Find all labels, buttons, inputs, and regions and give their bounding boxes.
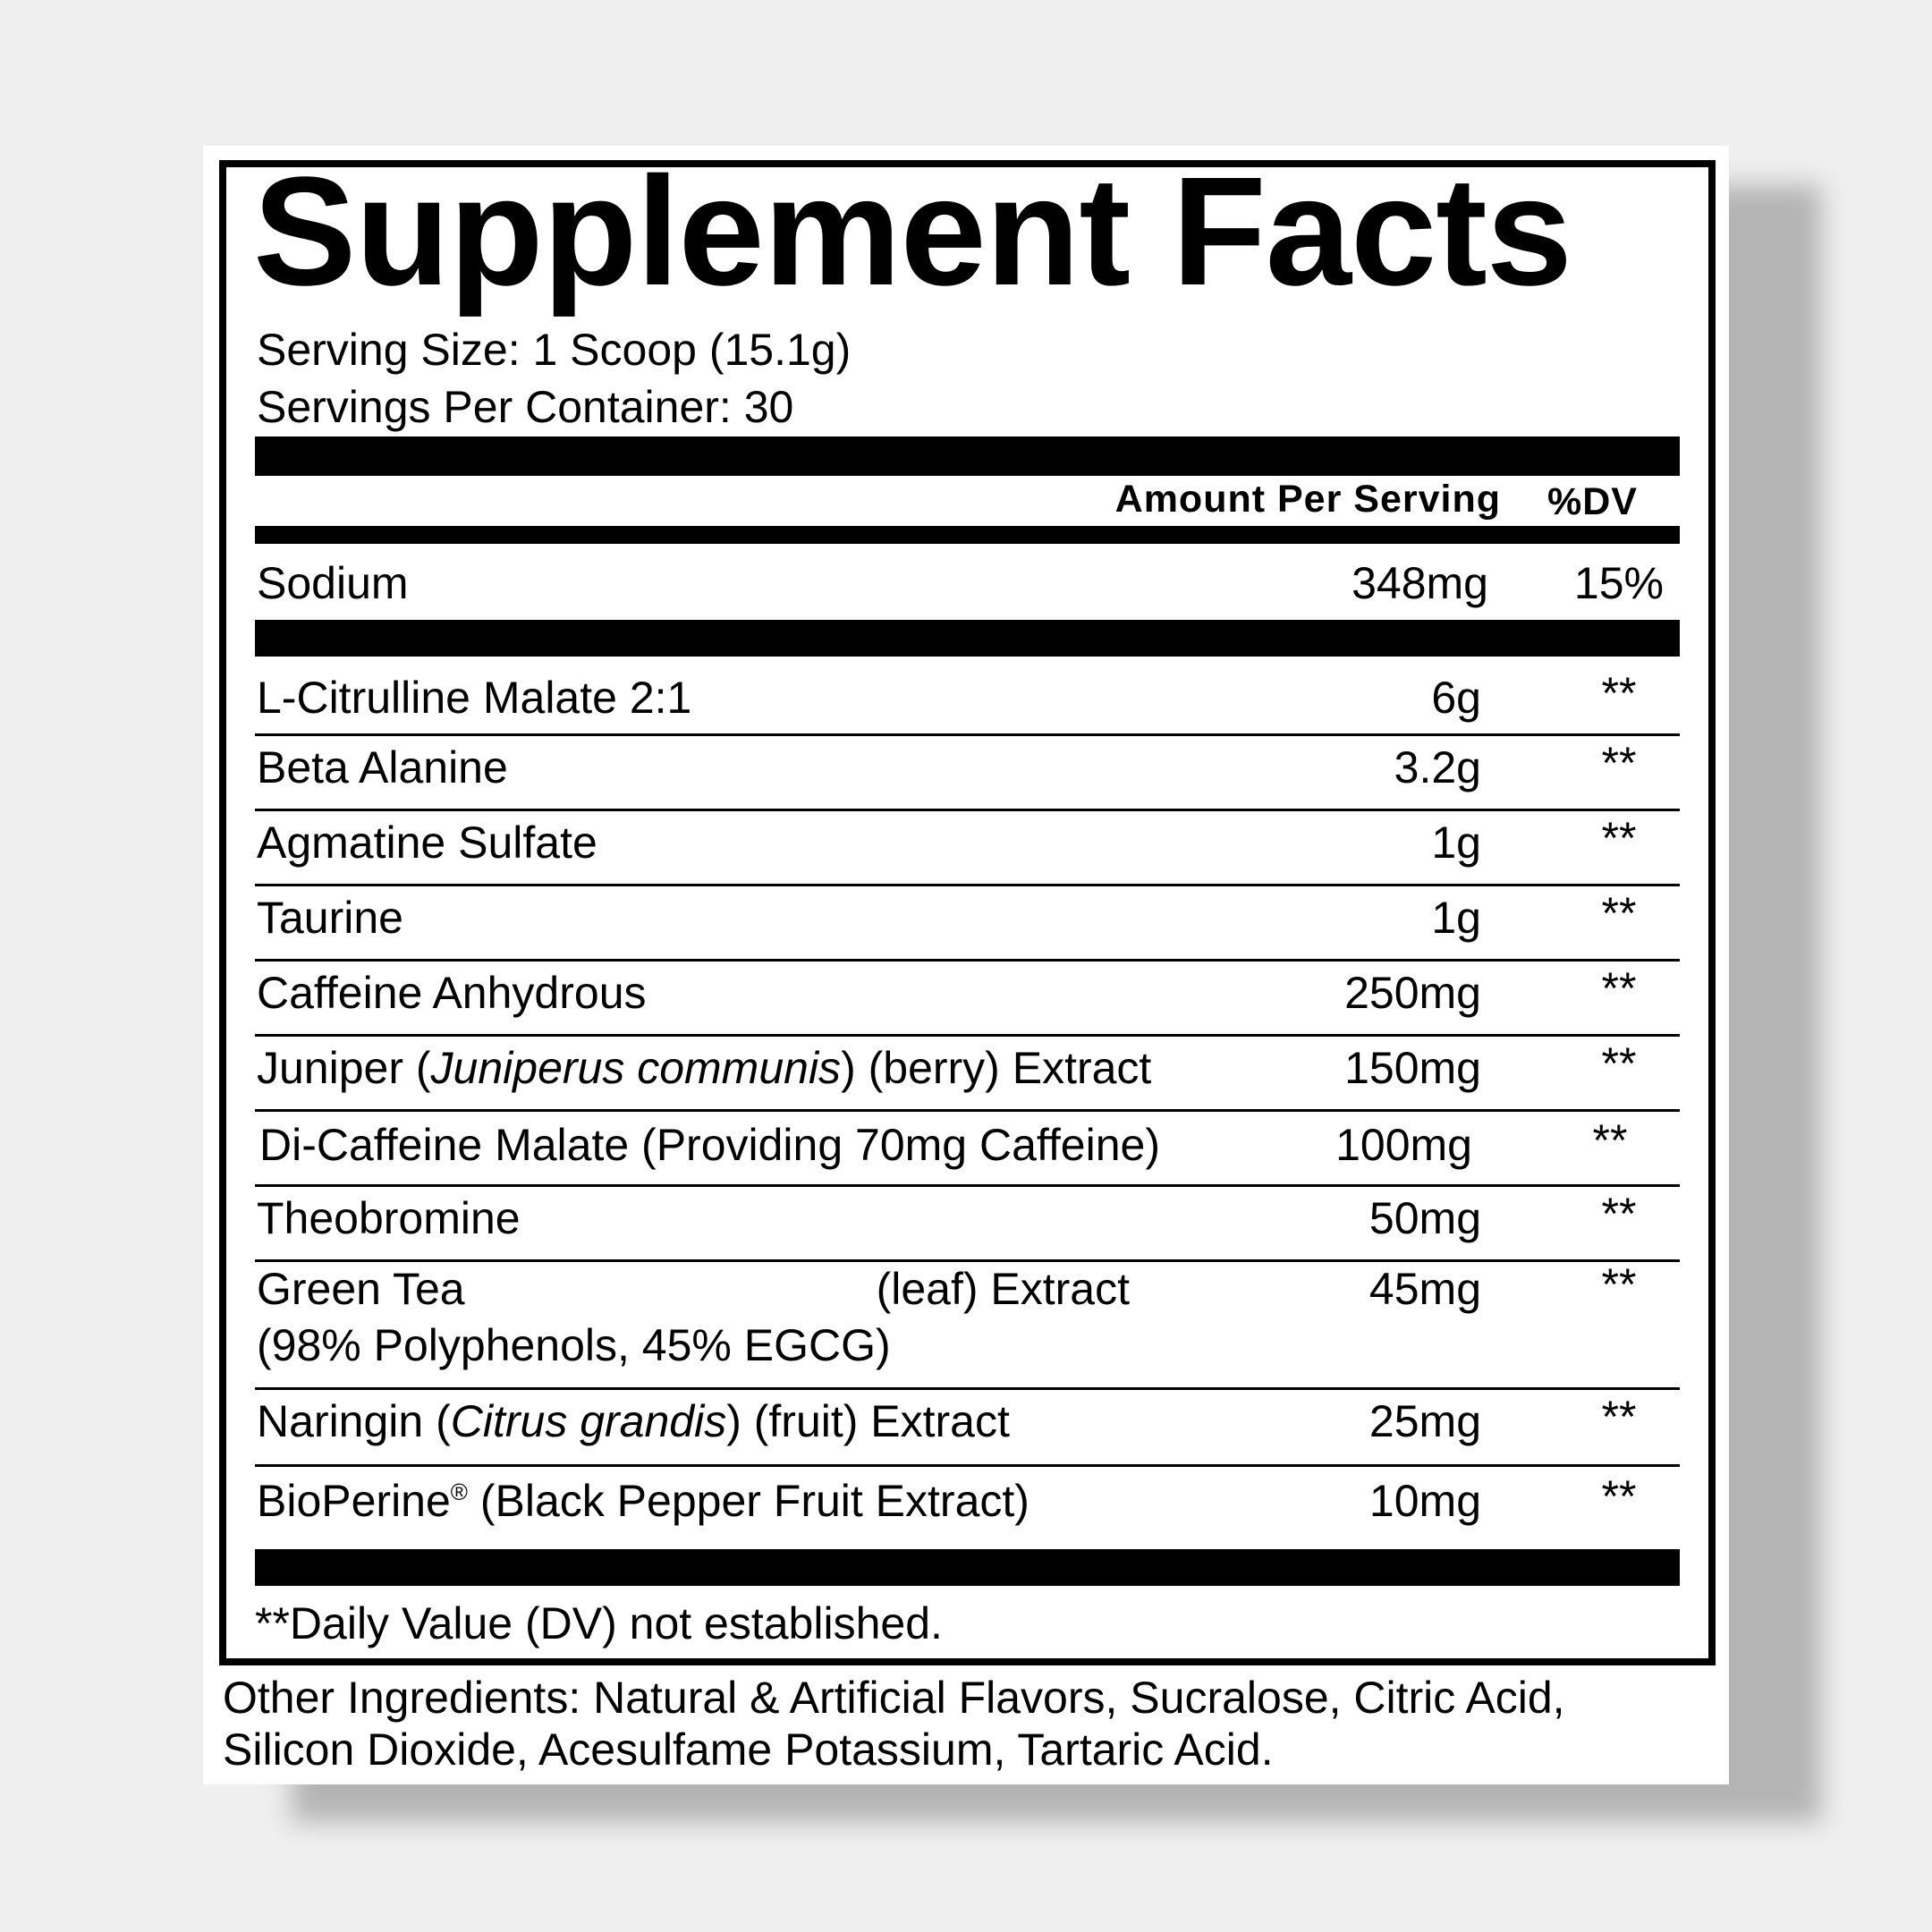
ingredient-name: Beta Alanine [257,745,508,790]
sodium-dv: 15% [1573,558,1664,608]
dv-header: %DV [1547,480,1638,523]
ingredient-name: Theobromine [257,1196,521,1241]
row-divider [255,959,1680,962]
divider-thick [255,620,1680,657]
ingredient-name-part: Citrus grandis [450,1396,727,1446]
ingredient-amount: 25mg [1368,1396,1481,1446]
row-divider [255,1464,1680,1467]
ingredient-name: Juniper (Juniperus communis) (berry) Ext… [257,1046,1151,1090]
ingredient-name-part: BioPerine [257,1476,451,1526]
other-ingredients-line-1: Other Ingredients: Natural & Artificial … [223,1673,1565,1723]
ingredient-name: L-Citrulline Malate 2:1 [257,675,691,720]
ingredient-amount: 1g [1431,818,1481,868]
ingredient-name-part: Caffeine Anhydrous [257,968,647,1018]
ingredient-name: Caffeine Anhydrous [257,970,647,1015]
divider-thick [255,436,1680,476]
ingredient-name: BioPerine® (Black Pepper Fruit Extract) [257,1479,1030,1523]
ingredient-name-part: Taurine [257,893,403,943]
row-divider [255,733,1680,736]
ingredient-dv: ** [1601,963,1637,1013]
divider-medium [255,526,1680,544]
footnote: **Daily Value (DV) not established. [255,1598,943,1648]
row-divider [255,809,1680,811]
ingredient-name: Agmatine Sulfate [257,820,597,865]
ingredient-name-part: Juniper ( [257,1043,431,1093]
row-divider [255,1387,1680,1390]
ingredient-name-part: Naringin ( [257,1396,451,1446]
servings-per-container: Servings Per Container: 30 [257,382,794,432]
ingredient-name: Di-Caffeine Malate (Providing 70mg Caffe… [259,1123,1160,1167]
ingredient-amount: 50mg [1368,1193,1481,1243]
other-ingredients-line-2: Silicon Dioxide, Acesulfame Potassium, T… [223,1724,1274,1775]
row-divider [255,1259,1680,1262]
row-divider [255,1109,1680,1112]
ingredient-dv: ** [1601,1038,1637,1089]
ingredient-name: Naringin (Citrus grandis) (fruit) Extrac… [257,1399,1010,1444]
ingredient-dv: ** [1601,1471,1637,1521]
ingredient-dv: ** [1601,1392,1637,1442]
amount-per-serving-header: Amount Per Serving [1114,478,1501,521]
ingredient-name-part: ) (berry) Extract [841,1043,1152,1093]
serving-size: Serving Size: 1 Scoop (15.1g) [257,325,852,375]
ingredient-amount: 1g [1431,893,1481,943]
supplement-facts-panel [219,160,1716,1665]
ingredient-name-part: Green Tea [257,1264,465,1314]
ingredient-name: Taurine [257,895,403,940]
ingredient-name-part: Beta Alanine [257,742,508,792]
ingredient-amount: 10mg [1368,1476,1481,1526]
row-divider [255,1184,1680,1187]
ingredient-name-part: (Black Pepper Fruit Extract) [467,1476,1030,1526]
ingredient-name-part: Di-Caffeine Malate (Providing 70mg Caffe… [259,1120,1160,1170]
ingredient-name-part: (leaf) Extract [876,1264,1130,1314]
ingredient-name-part: Theobromine [257,1193,521,1243]
row-divider [255,884,1680,886]
ingredient-dv: ** [1601,1189,1637,1239]
ingredient-name-part: ® [450,1479,468,1505]
ingredient-name-part: Juniperus communis [430,1043,842,1093]
ingredient-name-part: Agmatine Sulfate [257,818,597,868]
ingredient-dv: ** [1592,1115,1628,1165]
label-card [203,146,1729,1784]
ingredient-dv: ** [1601,738,1637,788]
ingredient-name-line-2: (98% Polyphenols, 45% EGCG) [257,1320,891,1370]
ingredient-amount: 150mg [1344,1043,1481,1093]
ingredient-amount: 6g [1431,673,1481,723]
ingredient-amount: 3.2g [1394,742,1481,792]
ingredient-name-part: ) (fruit) Extract [726,1396,1010,1446]
sodium-amount: 348mg [1352,558,1488,608]
ingredient-dv: ** [1601,668,1637,718]
ingredient-name: Green Tea (leaf) Extract [257,1267,1130,1311]
ingredient-dv: ** [1601,1259,1637,1309]
divider-thick [255,1549,1680,1586]
sodium-name: Sodium [257,558,409,608]
ingredient-dv: ** [1601,813,1637,863]
ingredient-amount: 45mg [1368,1264,1481,1314]
ingredient-amount: 250mg [1344,968,1481,1018]
page-title: Supplement Facts [253,144,1572,318]
row-divider [255,1034,1680,1037]
ingredient-dv: ** [1601,888,1637,938]
ingredient-name-part: L-Citrulline Malate 2:1 [257,673,692,723]
ingredient-amount: 100mg [1335,1120,1472,1170]
